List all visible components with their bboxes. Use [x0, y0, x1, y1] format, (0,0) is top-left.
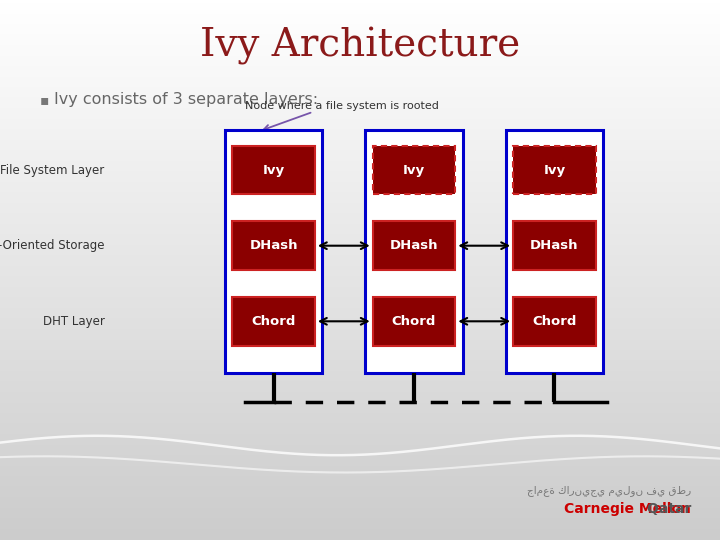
- Bar: [513, 297, 596, 346]
- Text: Chord: Chord: [392, 315, 436, 328]
- Text: Block-Oriented Storage: Block-Oriented Storage: [0, 239, 104, 252]
- Bar: [505, 130, 603, 373]
- Text: Carnegie Mellon: Carnegie Mellon: [564, 502, 691, 516]
- Text: DHash: DHash: [390, 239, 438, 252]
- Text: Qatar: Qatar: [569, 502, 691, 516]
- Text: Ivy Architecture: Ivy Architecture: [200, 27, 520, 65]
- Bar: [232, 221, 315, 270]
- Bar: [513, 146, 596, 194]
- Bar: [373, 146, 455, 194]
- Bar: [373, 297, 455, 346]
- Text: ▪: ▪: [40, 93, 49, 107]
- Bar: [232, 297, 315, 346]
- Text: File System Layer: File System Layer: [0, 164, 104, 177]
- Text: Ivy: Ivy: [403, 164, 425, 177]
- Text: Chord: Chord: [532, 315, 577, 328]
- Text: Node where a file system is rooted: Node where a file system is rooted: [245, 100, 439, 111]
- Bar: [225, 130, 323, 373]
- Bar: [373, 221, 455, 270]
- Text: DHash: DHash: [530, 239, 579, 252]
- Text: جامعة كارنيجي ميلون في قطر: جامعة كارنيجي ميلون في قطر: [527, 485, 691, 496]
- Bar: [365, 130, 462, 373]
- Bar: [513, 221, 596, 270]
- Text: Ivy: Ivy: [263, 164, 284, 177]
- Text: Chord: Chord: [251, 315, 296, 328]
- Text: DHash: DHash: [249, 239, 298, 252]
- Text: Ivy: Ivy: [544, 164, 565, 177]
- Bar: [232, 146, 315, 194]
- Text: Ivy consists of 3 separate layers:: Ivy consists of 3 separate layers:: [54, 92, 318, 107]
- Text: DHT Layer: DHT Layer: [42, 315, 104, 328]
